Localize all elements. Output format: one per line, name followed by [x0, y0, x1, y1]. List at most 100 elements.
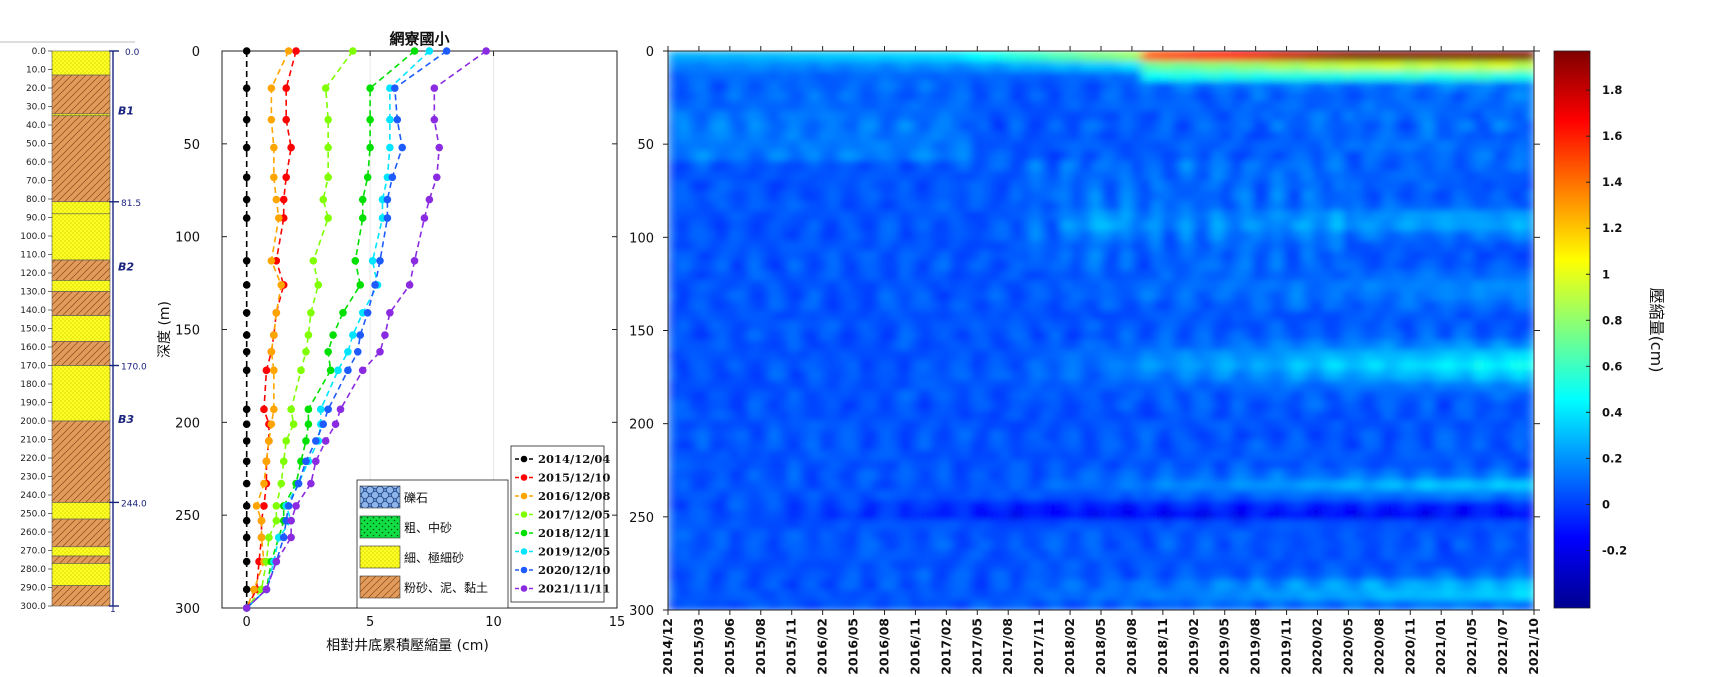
- heatmap-cell: [1030, 360, 1042, 372]
- heatmap-cell: [748, 450, 760, 462]
- heatmap-cell: [1362, 340, 1375, 352]
- heatmap-cell: [889, 370, 901, 382]
- heatmap-cell: [1292, 560, 1304, 572]
- heatmap-cell: [929, 300, 942, 312]
- heatmap-cell: [708, 420, 720, 432]
- heatmap-cell: [738, 590, 750, 602]
- heatmap-cell: [758, 180, 770, 192]
- heatmap-cell: [1151, 200, 1163, 212]
- heatmap-cell: [909, 550, 921, 562]
- heatmap-cell: [1393, 510, 1405, 522]
- heatmap-cell: [1483, 370, 1495, 382]
- heatmap-cell: [1070, 180, 1083, 192]
- heatmap-cell: [688, 260, 700, 272]
- heatmap-cell: [819, 320, 831, 332]
- heatmap-cell: [728, 140, 740, 153]
- heatmap-cell: [768, 60, 780, 73]
- heatmap-cell: [939, 480, 952, 492]
- heatmap-cell: [1221, 390, 1234, 402]
- data-point: [242, 533, 251, 542]
- heatmap-cell: [1393, 180, 1405, 192]
- heatmap-cell: [990, 280, 1002, 292]
- heatmap-cell: [1171, 490, 1183, 502]
- heatmap-cell: [1332, 310, 1344, 322]
- heatmap-cell: [1161, 550, 1173, 562]
- heatmap-cell: [1483, 80, 1495, 93]
- heatmap-cell: [1262, 100, 1274, 113]
- heatmap-cell: [1473, 230, 1485, 242]
- heatmap-cell: [1473, 170, 1485, 182]
- data-point: [260, 502, 268, 510]
- heatmap-cell: [698, 570, 710, 582]
- heatmap-cell: [778, 260, 791, 272]
- heatmap-cell: [939, 310, 952, 322]
- heatmap-cell: [1292, 220, 1304, 232]
- heatmap-cell: [798, 580, 811, 592]
- heatmap-cell: [1342, 380, 1354, 392]
- heatmap-cell: [970, 320, 982, 332]
- heatmap-cell: [949, 430, 962, 442]
- heatmap-cell: [1060, 600, 1072, 610]
- heatmap-cell: [798, 150, 811, 163]
- heatmap-cell: [1080, 450, 1093, 462]
- heatmap-cell: [1171, 460, 1183, 472]
- heatmap-cell: [1272, 220, 1284, 232]
- heatmap-cell: [1493, 180, 1505, 192]
- heatmap-cell: [1080, 370, 1093, 382]
- heatmap-cell: [1302, 51, 1314, 63]
- heatmap-cell: [1352, 150, 1365, 163]
- heatmap-cell: [1231, 470, 1244, 482]
- heatmap-cell: [768, 390, 780, 402]
- heatmap-cell: [1030, 51, 1042, 63]
- heatmap-cell: [909, 180, 921, 192]
- heatmap-cell: [808, 400, 821, 412]
- heatmap-cell: [1403, 500, 1415, 512]
- heatmap-cell: [668, 310, 680, 322]
- heatmap-cell: [1141, 340, 1153, 352]
- heatmap-cell: [1241, 290, 1254, 302]
- heatmap-cell: [949, 420, 962, 432]
- heatmap-cell: [1413, 110, 1425, 123]
- heatmap-cell: [919, 280, 932, 292]
- heatmap-cell: [1382, 520, 1395, 532]
- heatmap-cell: [1010, 410, 1022, 422]
- heatmap-cell: [819, 60, 831, 73]
- heatmap-cell: [849, 530, 861, 542]
- heatmap-cell: [899, 550, 911, 562]
- heatmap-cell: [778, 110, 791, 123]
- heatmap-cell: [849, 470, 861, 482]
- heatmap-cell: [819, 450, 831, 462]
- heatmap-cell: [839, 160, 851, 172]
- heatmap-cell: [929, 80, 942, 93]
- heatmap-cell: [698, 51, 710, 63]
- heatmap-cell: [1282, 530, 1294, 542]
- heatmap-cell: [879, 220, 891, 232]
- heatmap-cell: [819, 300, 831, 312]
- heatmap-cell: [1040, 580, 1052, 592]
- heatmap-cell: [1221, 110, 1234, 123]
- heatmap-cell: [1403, 380, 1415, 392]
- heatmap-cell: [1352, 430, 1365, 442]
- heatmap-cell: [1403, 200, 1415, 212]
- heatmap-cell: [1342, 90, 1354, 103]
- heatmap-cell: [1141, 51, 1153, 63]
- heatmap-cell: [1070, 550, 1083, 562]
- data-point: [302, 437, 310, 445]
- heatmap-cell: [1201, 470, 1213, 482]
- heatmap-cell: [788, 520, 801, 532]
- heatmap-cell: [1342, 70, 1354, 83]
- heatmap-cell: [1483, 490, 1495, 502]
- heatmap-cell: [1252, 320, 1264, 332]
- heatmap-cell: [1302, 560, 1314, 572]
- heatmap-cell: [1413, 410, 1425, 422]
- heatmap-cell: [869, 460, 881, 472]
- heatmap-cell: [1463, 350, 1475, 362]
- heatmap-cell: [1302, 380, 1314, 392]
- data-point: [356, 331, 365, 339]
- heatmap-cell: [1382, 290, 1395, 302]
- heatmap-cell: [708, 310, 720, 322]
- data-point: [442, 47, 451, 55]
- heatmap-cell: [1191, 340, 1203, 352]
- heatmap-cell: [1141, 360, 1153, 372]
